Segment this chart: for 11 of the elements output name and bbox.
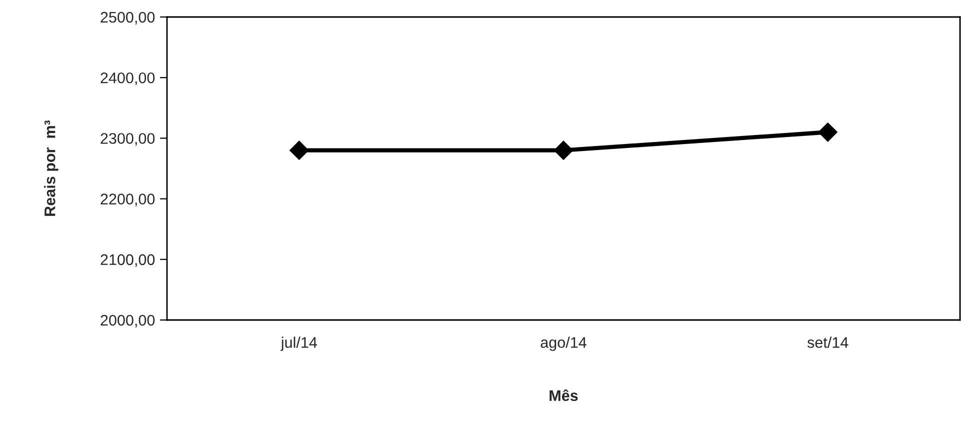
y-tick-label: 2000,00 — [100, 314, 155, 328]
x-tick-label: ago/14 — [540, 336, 586, 351]
y-tick-label: 2200,00 — [100, 194, 155, 206]
y-tick-label: 2100,00 — [100, 254, 155, 267]
x-tick-label: set/14 — [807, 336, 848, 348]
x-axis-title: Mês — [550, 389, 578, 402]
x-tick-label: jul/14 — [280, 336, 317, 351]
y-tick-label: 2500,00 — [100, 12, 155, 24]
y-tick-label: 2300,00 — [100, 133, 155, 146]
y-axis-title: Reais por m³ — [44, 120, 58, 216]
y-tick-label: 2400,00 — [100, 72, 155, 86]
